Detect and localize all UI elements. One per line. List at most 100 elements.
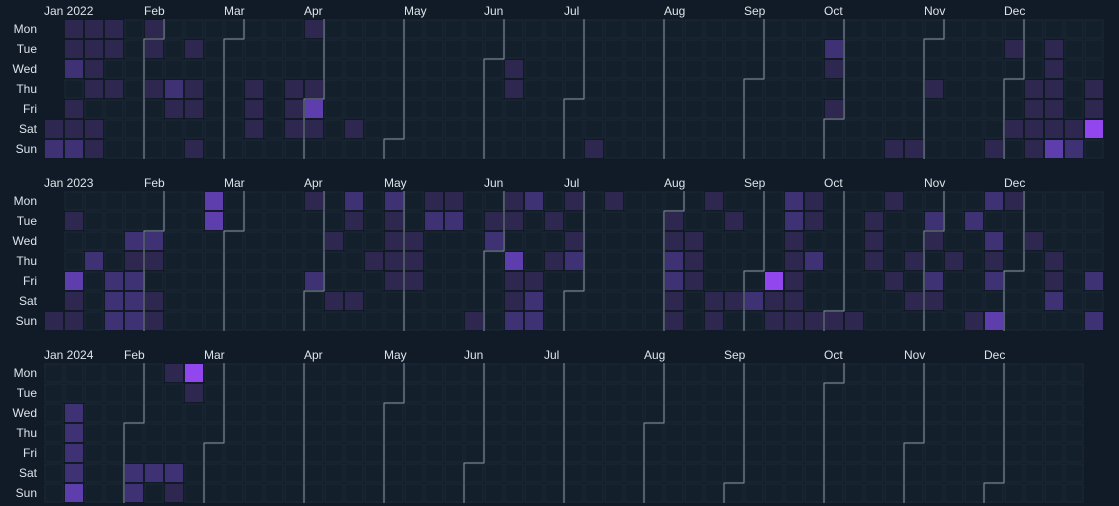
- day-cell[interactable]: [704, 271, 724, 291]
- day-cell[interactable]: [1064, 383, 1084, 403]
- day-cell[interactable]: [204, 483, 224, 503]
- day-cell[interactable]: [364, 463, 384, 483]
- day-cell[interactable]: [1024, 191, 1044, 211]
- day-cell[interactable]: [224, 483, 244, 503]
- day-cell[interactable]: [964, 119, 984, 139]
- day-cell[interactable]: [1024, 39, 1044, 59]
- day-cell[interactable]: [184, 231, 204, 251]
- day-cell[interactable]: [264, 403, 284, 423]
- day-cell-active[interactable]: [165, 100, 183, 118]
- day-cell[interactable]: [364, 211, 384, 231]
- day-cell[interactable]: [464, 291, 484, 311]
- day-cell-active[interactable]: [985, 272, 1003, 290]
- day-cell[interactable]: [684, 119, 704, 139]
- day-cell[interactable]: [944, 463, 964, 483]
- day-cell[interactable]: [444, 99, 464, 119]
- day-cell[interactable]: [324, 403, 344, 423]
- day-cell[interactable]: [444, 79, 464, 99]
- day-cell[interactable]: [624, 191, 644, 211]
- day-cell[interactable]: [224, 463, 244, 483]
- day-cell-active[interactable]: [785, 192, 803, 210]
- day-cell-active[interactable]: [785, 232, 803, 250]
- day-cell[interactable]: [704, 403, 724, 423]
- day-cell[interactable]: [84, 383, 104, 403]
- day-cell[interactable]: [1044, 403, 1064, 423]
- day-cell-active[interactable]: [565, 192, 583, 210]
- day-cell[interactable]: [64, 363, 84, 383]
- day-cell[interactable]: [444, 463, 464, 483]
- day-cell[interactable]: [664, 39, 684, 59]
- day-cell[interactable]: [164, 291, 184, 311]
- day-cell[interactable]: [1004, 403, 1024, 423]
- day-cell[interactable]: [124, 139, 144, 159]
- day-cell[interactable]: [1004, 311, 1024, 331]
- day-cell[interactable]: [84, 443, 104, 463]
- day-cell[interactable]: [644, 383, 664, 403]
- day-cell[interactable]: [84, 271, 104, 291]
- day-cell-active[interactable]: [845, 312, 863, 330]
- day-cell[interactable]: [644, 251, 664, 271]
- day-cell[interactable]: [364, 191, 384, 211]
- day-cell[interactable]: [604, 483, 624, 503]
- day-cell[interactable]: [464, 403, 484, 423]
- day-cell-active[interactable]: [125, 464, 143, 482]
- day-cell-active[interactable]: [805, 192, 823, 210]
- day-cell[interactable]: [904, 383, 924, 403]
- day-cell[interactable]: [1004, 79, 1024, 99]
- day-cell[interactable]: [424, 423, 444, 443]
- day-cell[interactable]: [904, 191, 924, 211]
- day-cell-active[interactable]: [905, 140, 923, 158]
- day-cell[interactable]: [364, 271, 384, 291]
- day-cell[interactable]: [124, 99, 144, 119]
- day-cell[interactable]: [1004, 251, 1024, 271]
- day-cell[interactable]: [424, 383, 444, 403]
- day-cell[interactable]: [344, 443, 364, 463]
- day-cell[interactable]: [904, 483, 924, 503]
- day-cell[interactable]: [964, 59, 984, 79]
- day-cell-active[interactable]: [925, 212, 943, 230]
- day-cell[interactable]: [1084, 139, 1104, 159]
- day-cell[interactable]: [84, 231, 104, 251]
- day-cell[interactable]: [264, 271, 284, 291]
- day-cell[interactable]: [1084, 59, 1104, 79]
- day-cell[interactable]: [384, 443, 404, 463]
- day-cell[interactable]: [544, 191, 564, 211]
- day-cell[interactable]: [644, 191, 664, 211]
- day-cell-active[interactable]: [245, 100, 263, 118]
- day-cell[interactable]: [564, 383, 584, 403]
- day-cell[interactable]: [1064, 231, 1084, 251]
- day-cell[interactable]: [924, 463, 944, 483]
- day-cell[interactable]: [344, 39, 364, 59]
- day-cell[interactable]: [224, 19, 244, 39]
- day-cell[interactable]: [844, 59, 864, 79]
- day-cell[interactable]: [924, 191, 944, 211]
- day-cell[interactable]: [964, 251, 984, 271]
- day-cell[interactable]: [1084, 251, 1104, 271]
- day-cell[interactable]: [444, 403, 464, 423]
- day-cell[interactable]: [464, 39, 484, 59]
- day-cell[interactable]: [304, 139, 324, 159]
- day-cell[interactable]: [864, 119, 884, 139]
- day-cell-active[interactable]: [925, 292, 943, 310]
- day-cell[interactable]: [784, 363, 804, 383]
- day-cell[interactable]: [904, 211, 924, 231]
- day-cell[interactable]: [724, 39, 744, 59]
- day-cell[interactable]: [804, 271, 824, 291]
- day-cell[interactable]: [744, 311, 764, 331]
- day-cell[interactable]: [984, 383, 1004, 403]
- day-cell[interactable]: [764, 423, 784, 443]
- day-cell[interactable]: [524, 251, 544, 271]
- day-cell[interactable]: [404, 383, 424, 403]
- day-cell-active[interactable]: [125, 312, 143, 330]
- day-cell[interactable]: [444, 383, 464, 403]
- day-cell[interactable]: [404, 79, 424, 99]
- day-cell[interactable]: [344, 423, 364, 443]
- day-cell[interactable]: [404, 463, 424, 483]
- day-cell[interactable]: [1044, 211, 1064, 231]
- day-cell-active[interactable]: [145, 464, 163, 482]
- day-cell[interactable]: [384, 463, 404, 483]
- day-cell[interactable]: [204, 251, 224, 271]
- day-cell[interactable]: [1024, 483, 1044, 503]
- day-cell[interactable]: [224, 363, 244, 383]
- day-cell-active[interactable]: [985, 312, 1003, 330]
